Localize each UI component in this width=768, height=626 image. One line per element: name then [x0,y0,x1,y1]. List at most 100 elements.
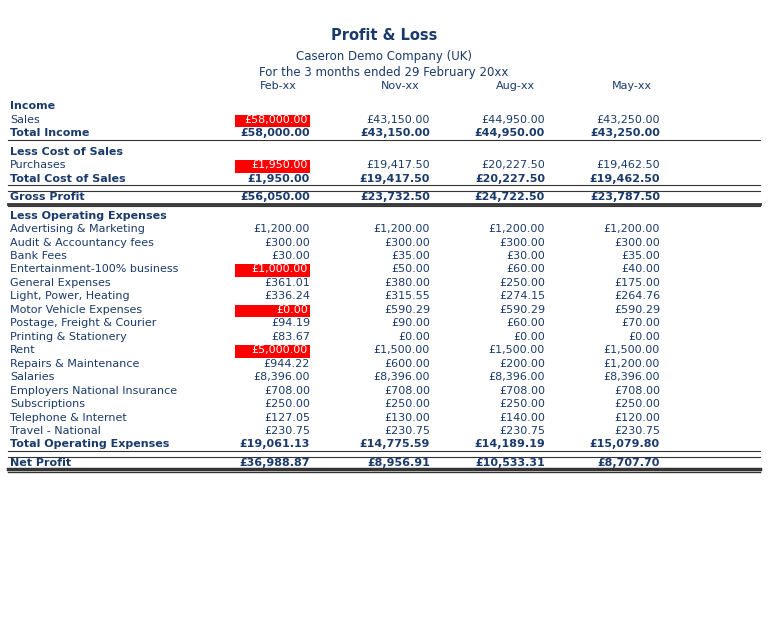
Text: Postage, Freight & Courier: Postage, Freight & Courier [10,318,157,328]
Text: £8,396.00: £8,396.00 [604,372,660,382]
Text: £15,079.80: £15,079.80 [590,439,660,449]
Text: May-xx: May-xx [612,81,652,91]
Text: £14,189.19: £14,189.19 [475,439,545,449]
Text: £1,200.00: £1,200.00 [373,224,430,234]
Text: £708.00: £708.00 [499,386,545,396]
Text: £230.75: £230.75 [264,426,310,436]
Text: £336.24: £336.24 [264,291,310,301]
Text: £250.00: £250.00 [384,399,430,409]
Text: £83.67: £83.67 [271,332,310,342]
Text: £19,462.50: £19,462.50 [597,160,660,170]
Text: Employers National Insurance: Employers National Insurance [10,386,177,396]
Text: £300.00: £300.00 [614,237,660,247]
Text: £30.00: £30.00 [506,251,545,261]
Text: £1,000.00: £1,000.00 [252,264,308,274]
Text: £5,000.00: £5,000.00 [252,345,308,355]
Text: £30.00: £30.00 [271,251,310,261]
Text: Salaries: Salaries [10,372,55,382]
Text: £230.75: £230.75 [614,426,660,436]
Text: £60.00: £60.00 [506,318,545,328]
Text: £708.00: £708.00 [264,386,310,396]
Text: £14,775.59: £14,775.59 [359,439,430,449]
Text: Motor Vehicle Expenses: Motor Vehicle Expenses [10,305,142,315]
Text: Feb-xx: Feb-xx [260,81,296,91]
Text: £230.75: £230.75 [384,426,430,436]
Text: £43,150.00: £43,150.00 [366,115,430,125]
Text: £250.00: £250.00 [499,399,545,409]
Text: General Expenses: General Expenses [10,278,111,288]
Text: £250.00: £250.00 [264,399,310,409]
Text: Profit & Loss: Profit & Loss [331,28,437,43]
Text: £8,396.00: £8,396.00 [253,372,310,382]
Text: Nov-xx: Nov-xx [381,81,419,91]
Text: £250.00: £250.00 [499,278,545,288]
Text: £0.00: £0.00 [628,332,660,342]
Text: £274.15: £274.15 [499,291,545,301]
Text: £300.00: £300.00 [384,237,430,247]
Text: £19,061.13: £19,061.13 [240,439,310,449]
Text: £43,250.00: £43,250.00 [597,115,660,125]
Text: Total Cost of Sales: Total Cost of Sales [10,173,126,183]
Text: £60.00: £60.00 [506,264,545,274]
Text: £1,500.00: £1,500.00 [374,345,430,355]
Text: £90.00: £90.00 [391,318,430,328]
Text: £708.00: £708.00 [614,386,660,396]
Text: Less Cost of Sales: Less Cost of Sales [10,146,123,156]
Text: Travel - National: Travel - National [10,426,101,436]
Text: Entertainment-100% business: Entertainment-100% business [10,264,178,274]
Text: £590.29: £590.29 [499,305,545,315]
Text: Subscriptions: Subscriptions [10,399,85,409]
Text: Sales: Sales [10,115,40,125]
Text: For the 3 months ended 29 February 20xx: For the 3 months ended 29 February 20xx [260,66,508,79]
Text: £19,462.50: £19,462.50 [590,173,660,183]
Text: £94.19: £94.19 [271,318,310,328]
Text: £315.55: £315.55 [384,291,430,301]
Text: £58,000.00: £58,000.00 [245,115,308,125]
Text: £1,200.00: £1,200.00 [488,224,545,234]
Text: £43,250.00: £43,250.00 [590,128,660,138]
Text: Advertising & Marketing: Advertising & Marketing [10,224,145,234]
Bar [235,264,310,277]
Text: Repairs & Maintenance: Repairs & Maintenance [10,359,139,369]
Text: £1,950.00: £1,950.00 [248,173,310,183]
Text: £0.00: £0.00 [513,332,545,342]
Text: £24,722.50: £24,722.50 [475,192,545,202]
Text: £1,500.00: £1,500.00 [488,345,545,355]
Text: £127.05: £127.05 [264,413,310,423]
Bar [235,115,310,127]
Text: £230.75: £230.75 [499,426,545,436]
Text: £35.00: £35.00 [391,251,430,261]
Text: £40.00: £40.00 [621,264,660,274]
Text: £1,200.00: £1,200.00 [604,359,660,369]
Text: Less Operating Expenses: Less Operating Expenses [10,210,167,220]
Text: Printing & Stationery: Printing & Stationery [10,332,127,342]
Text: £20,227.50: £20,227.50 [475,173,545,183]
Text: £590.29: £590.29 [614,305,660,315]
Bar [235,345,310,357]
Text: £50.00: £50.00 [391,264,430,274]
Text: £1,500.00: £1,500.00 [604,345,660,355]
Text: £200.00: £200.00 [499,359,545,369]
Text: £8,956.91: £8,956.91 [367,458,430,468]
Text: £70.00: £70.00 [621,318,660,328]
Text: £0.00: £0.00 [399,332,430,342]
Text: £20,227.50: £20,227.50 [482,160,545,170]
Text: £36,988.87: £36,988.87 [240,458,310,468]
Text: Light, Power, Heating: Light, Power, Heating [10,291,130,301]
Text: Caseron Demo Company (UK): Caseron Demo Company (UK) [296,50,472,63]
Text: £10,533.31: £10,533.31 [475,458,545,468]
Text: £708.00: £708.00 [384,386,430,396]
Text: £250.00: £250.00 [614,399,660,409]
Text: £35.00: £35.00 [621,251,660,261]
Text: £944.22: £944.22 [263,359,310,369]
Text: £361.01: £361.01 [264,278,310,288]
Text: £19,417.50: £19,417.50 [366,160,430,170]
Text: Rent: Rent [10,345,35,355]
Text: £44,950.00: £44,950.00 [475,128,545,138]
Text: Bank Fees: Bank Fees [10,251,67,261]
Text: £264.76: £264.76 [614,291,660,301]
Text: Income: Income [10,101,55,111]
Text: £0.00: £0.00 [276,305,308,315]
Text: £58,000.00: £58,000.00 [240,128,310,138]
Text: £600.00: £600.00 [384,359,430,369]
